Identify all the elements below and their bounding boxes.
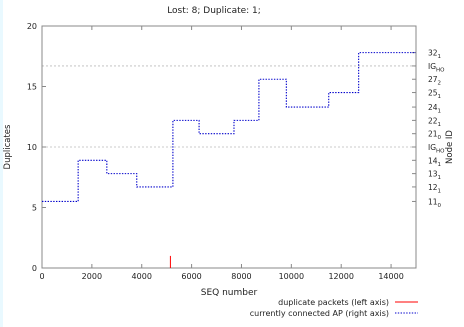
- x-axis-label: SEQ number: [201, 288, 258, 298]
- x-tick-label: 2000: [82, 272, 102, 281]
- series-layer: [42, 52, 416, 268]
- legend: duplicate packets (left axis) currently …: [250, 298, 418, 318]
- x-tick-label: 14000: [378, 272, 403, 281]
- x-tick-label: 6000: [181, 272, 201, 281]
- x-tick-label: 4000: [132, 272, 152, 281]
- chart-title: Lost: 8; Duplicate: 1;: [167, 6, 261, 16]
- connected-ap-step-line: [42, 52, 416, 202]
- right-tick-label: 241: [428, 103, 441, 115]
- right-tick-label: 110: [428, 197, 442, 209]
- x-tick-label: 12000: [328, 272, 353, 281]
- right-tick-label: IGHO: [428, 62, 445, 74]
- right-axis-label: Node ID: [445, 130, 455, 164]
- legend-label-ap: currently connected AP (right axis): [250, 309, 389, 318]
- x-tick-label: 0: [39, 272, 44, 281]
- right-tick-label: 251: [428, 89, 441, 101]
- left-axis-ticks: 0 5 10 15 20: [27, 22, 46, 273]
- right-tick-label: 121: [428, 183, 441, 195]
- y-axis-label: Duplicates: [3, 124, 13, 169]
- legend-label-duplicates: duplicate packets (left axis): [278, 298, 389, 307]
- y-tick-label: 0: [32, 264, 37, 273]
- right-tick-label: 141: [428, 156, 441, 168]
- y-tick-label: 20: [27, 22, 37, 31]
- right-tick-label: IGHO: [428, 143, 445, 155]
- x-tick-label: 10000: [279, 272, 304, 281]
- left-crop-edge: [0, 0, 3, 327]
- right-tick-label: 210: [428, 130, 442, 142]
- y-tick-label: 15: [27, 83, 37, 92]
- right-tick-label: 272: [428, 75, 441, 87]
- x-tick-label: 8000: [231, 272, 251, 281]
- y-tick-label: 5: [32, 204, 37, 213]
- right-tick-label: 321: [428, 49, 441, 61]
- right-tick-label: 131: [428, 170, 441, 182]
- y-tick-label: 10: [27, 143, 37, 152]
- horizontal-reference-lines: [42, 65, 416, 148]
- x-axis-ticks: 0 2000 4000 6000 8000 10000 12000 14000: [39, 26, 404, 281]
- right-tick-label: 221: [428, 116, 441, 128]
